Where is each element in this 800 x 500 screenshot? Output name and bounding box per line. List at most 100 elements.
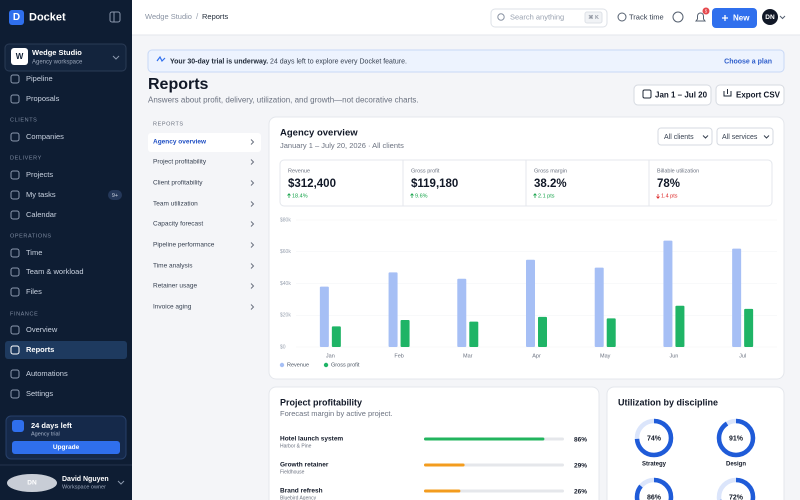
nav-item[interactable]: Overview xyxy=(26,325,58,334)
report-link[interactable]: Agency overview xyxy=(153,139,207,146)
project-margin: 26% xyxy=(574,489,587,496)
card-title: Utilization by discipline xyxy=(618,397,718,407)
nav-item[interactable]: Calendar xyxy=(26,210,57,219)
service-filter[interactable] xyxy=(716,127,774,146)
bar xyxy=(400,320,410,347)
banner-text: 24 days left to explore every Docket fea… xyxy=(270,58,407,65)
y-tick-label: $40k xyxy=(280,281,291,287)
donut-value xyxy=(716,477,756,500)
report-link[interactable]: Retainer usage xyxy=(153,283,197,290)
nav-icon xyxy=(10,248,20,258)
date-range-button[interactable] xyxy=(633,84,712,106)
trial-banner xyxy=(147,49,785,73)
breadcrumb-parent[interactable]: Wedge Studio xyxy=(145,12,192,21)
nav-item[interactable]: Proposals xyxy=(26,94,60,103)
card-subtitle: Forecast margin by active project. xyxy=(280,409,393,418)
user-avatar[interactable] xyxy=(7,474,57,492)
card-title: Agency overview xyxy=(280,128,358,139)
upgrade-button[interactable] xyxy=(12,441,120,454)
track-time[interactable]: Track time xyxy=(629,12,664,21)
kpi-change: 1.4 pts xyxy=(661,193,678,199)
trial-icon xyxy=(12,420,24,432)
filter-chevrons xyxy=(702,135,770,139)
bar xyxy=(594,267,604,347)
active-nav-bg xyxy=(5,341,127,359)
kpi-value: $312,400 xyxy=(288,178,336,190)
nav-badge xyxy=(108,190,122,200)
calendar-icon xyxy=(642,89,652,99)
avatar[interactable] xyxy=(762,9,778,25)
chevron xyxy=(250,263,255,269)
nav-item[interactable]: My tasks xyxy=(26,190,56,199)
nav-item[interactable]: Automations xyxy=(26,369,68,378)
workspace-initial: W xyxy=(16,52,24,61)
nav-icon xyxy=(10,267,20,277)
chevron xyxy=(250,139,255,145)
kpi-value: 38.2% xyxy=(534,178,567,190)
logo-mark xyxy=(9,10,24,25)
help-icon[interactable] xyxy=(672,11,684,23)
upgrade-label: Upgrade xyxy=(53,444,80,451)
bar xyxy=(663,240,673,347)
project-name: Brand refresh xyxy=(280,488,323,495)
chevron xyxy=(250,180,255,186)
report-link[interactable]: Team utilization xyxy=(153,201,198,208)
report-link[interactable]: Project profitability xyxy=(153,159,207,166)
nav-section-heading: DELIVERY xyxy=(10,155,42,161)
report-link[interactable]: Client profitability xyxy=(153,180,203,187)
nav-item[interactable]: Files xyxy=(26,287,42,296)
export-button[interactable] xyxy=(715,84,785,106)
report-link[interactable]: Pipeline performance xyxy=(153,242,215,249)
chevron xyxy=(250,159,255,165)
search-box[interactable] xyxy=(490,8,608,28)
clock-icon xyxy=(617,12,627,22)
active-report-bg xyxy=(148,133,261,152)
utilization-card xyxy=(606,386,785,500)
nav-item[interactable]: Projects xyxy=(26,170,53,179)
report-link[interactable]: Capacity forecast xyxy=(153,221,203,228)
discipline-name: Strategy xyxy=(642,462,667,468)
new-button[interactable] xyxy=(712,8,757,28)
donut-value xyxy=(716,418,756,458)
search-placeholder: Search anything xyxy=(510,12,564,21)
nav-item[interactable]: Time xyxy=(26,248,42,257)
legend-swatch xyxy=(279,362,285,368)
collapse-icon[interactable] xyxy=(109,11,121,23)
kpi-value: $119,180 xyxy=(411,178,458,190)
nav-item[interactable]: Team & workload xyxy=(26,267,84,276)
bar xyxy=(675,305,685,347)
chevron xyxy=(779,15,786,20)
nav-item[interactable]: Reports xyxy=(26,345,54,354)
y-tick-label: $60k xyxy=(280,249,291,255)
nav-section-heading: CLIENTS xyxy=(10,117,37,123)
workspace-switcher[interactable] xyxy=(4,43,127,72)
chevron xyxy=(112,55,120,60)
report-link[interactable]: Invoice aging xyxy=(153,304,192,311)
chevron xyxy=(250,283,255,289)
nav-icon xyxy=(10,345,20,355)
nav-icon xyxy=(10,132,20,142)
nav-item[interactable]: Pipeline xyxy=(26,74,53,83)
bell-icon[interactable] xyxy=(695,12,706,22)
logo-letter: D xyxy=(13,12,20,23)
report-link[interactable]: Time analysis xyxy=(153,263,193,270)
x-tick-label: Apr xyxy=(532,353,541,359)
trial-title: 24 days left xyxy=(31,421,72,430)
nav-icon xyxy=(10,325,20,335)
kpi-label: Billable utilization xyxy=(657,168,699,174)
y-tick-label: $80k xyxy=(280,217,291,223)
nav-item[interactable]: Settings xyxy=(26,389,53,398)
client-filter[interactable] xyxy=(657,127,713,146)
trial-subtitle: Agency trial xyxy=(31,431,60,437)
bar xyxy=(744,308,754,347)
donut-value xyxy=(634,418,674,458)
donut-value xyxy=(634,477,674,500)
nav-badge-label: 9+ xyxy=(112,193,118,199)
nav-icon xyxy=(10,94,20,104)
filter-label: All clients xyxy=(664,134,694,141)
banner-action[interactable]: Choose a plan xyxy=(724,58,772,65)
nav-item[interactable]: Companies xyxy=(26,132,64,141)
bar xyxy=(538,316,547,347)
x-tick-label: Jul xyxy=(739,353,746,359)
